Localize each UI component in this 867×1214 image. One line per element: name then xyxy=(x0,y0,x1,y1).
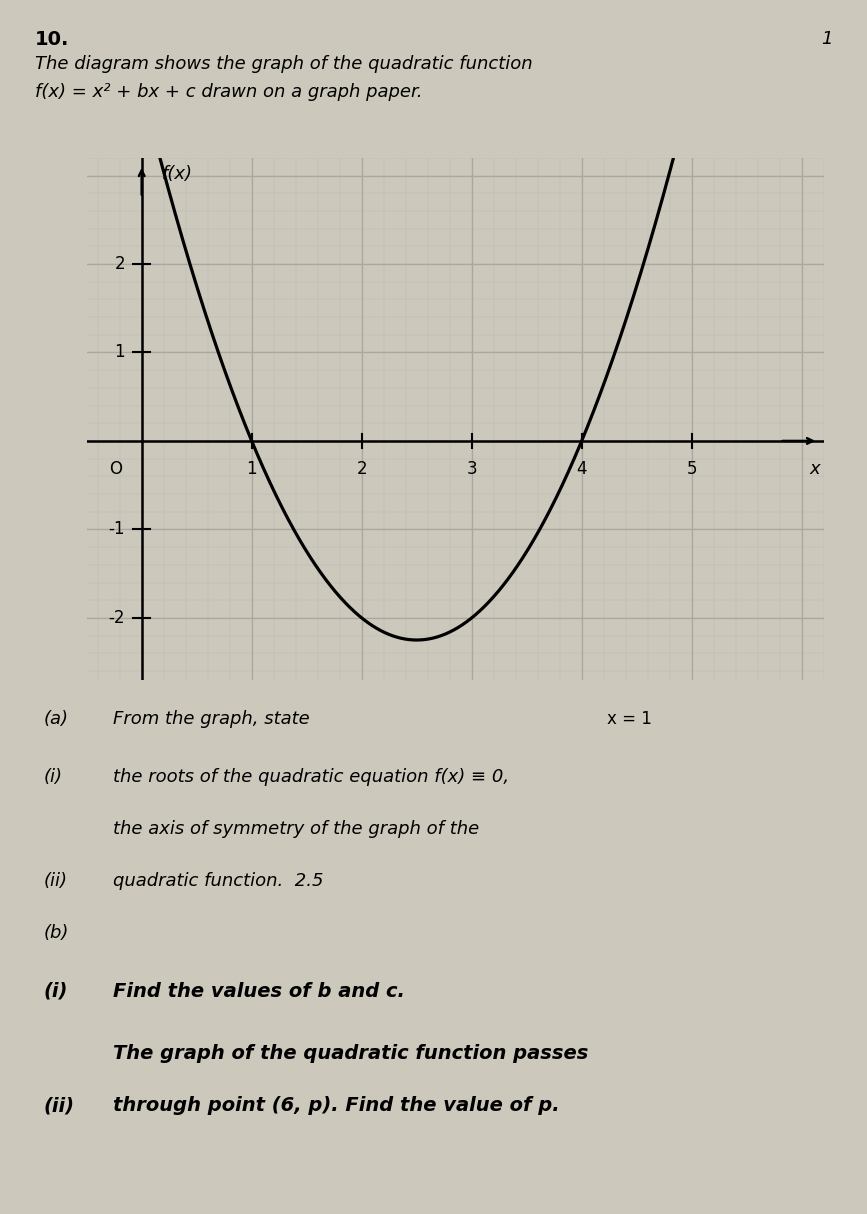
Text: (a): (a) xyxy=(43,710,68,728)
Text: 4: 4 xyxy=(577,460,587,478)
Text: quadratic function.  2.5: quadratic function. 2.5 xyxy=(113,872,323,890)
Text: -2: -2 xyxy=(108,609,125,626)
Text: (b): (b) xyxy=(43,924,68,942)
Text: 10.: 10. xyxy=(35,30,69,50)
Text: (ii): (ii) xyxy=(43,872,68,890)
Text: 3: 3 xyxy=(466,460,477,478)
Text: The graph of the quadratic function passes: The graph of the quadratic function pass… xyxy=(113,1044,588,1063)
Text: 2: 2 xyxy=(356,460,367,478)
Text: Find the values of b and c.: Find the values of b and c. xyxy=(113,982,405,1000)
Text: f(x) = x² + bx + c drawn on a graph paper.: f(x) = x² + bx + c drawn on a graph pape… xyxy=(35,83,422,101)
Text: O: O xyxy=(109,460,122,478)
Text: 5: 5 xyxy=(687,460,697,478)
Text: (ii): (ii) xyxy=(43,1096,75,1116)
Text: (i): (i) xyxy=(43,982,68,1000)
Text: 2: 2 xyxy=(114,255,125,273)
Text: x = 1: x = 1 xyxy=(607,710,652,728)
Text: From the graph, state: From the graph, state xyxy=(113,710,310,728)
Text: 1: 1 xyxy=(246,460,257,478)
Text: through point (6, p). Find the value of p.: through point (6, p). Find the value of … xyxy=(113,1096,559,1116)
Text: 1: 1 xyxy=(114,344,125,362)
Text: the roots of the quadratic equation f(x) ≡ 0,: the roots of the quadratic equation f(x)… xyxy=(113,767,509,785)
Text: The diagram shows the graph of the quadratic function: The diagram shows the graph of the quadr… xyxy=(35,55,532,73)
Text: 1: 1 xyxy=(821,30,832,49)
Text: f(x): f(x) xyxy=(161,165,192,183)
Text: (i): (i) xyxy=(43,767,62,785)
Text: the axis of symmetry of the graph of the: the axis of symmetry of the graph of the xyxy=(113,819,479,838)
Text: -1: -1 xyxy=(108,521,125,539)
Text: x: x xyxy=(810,460,820,478)
